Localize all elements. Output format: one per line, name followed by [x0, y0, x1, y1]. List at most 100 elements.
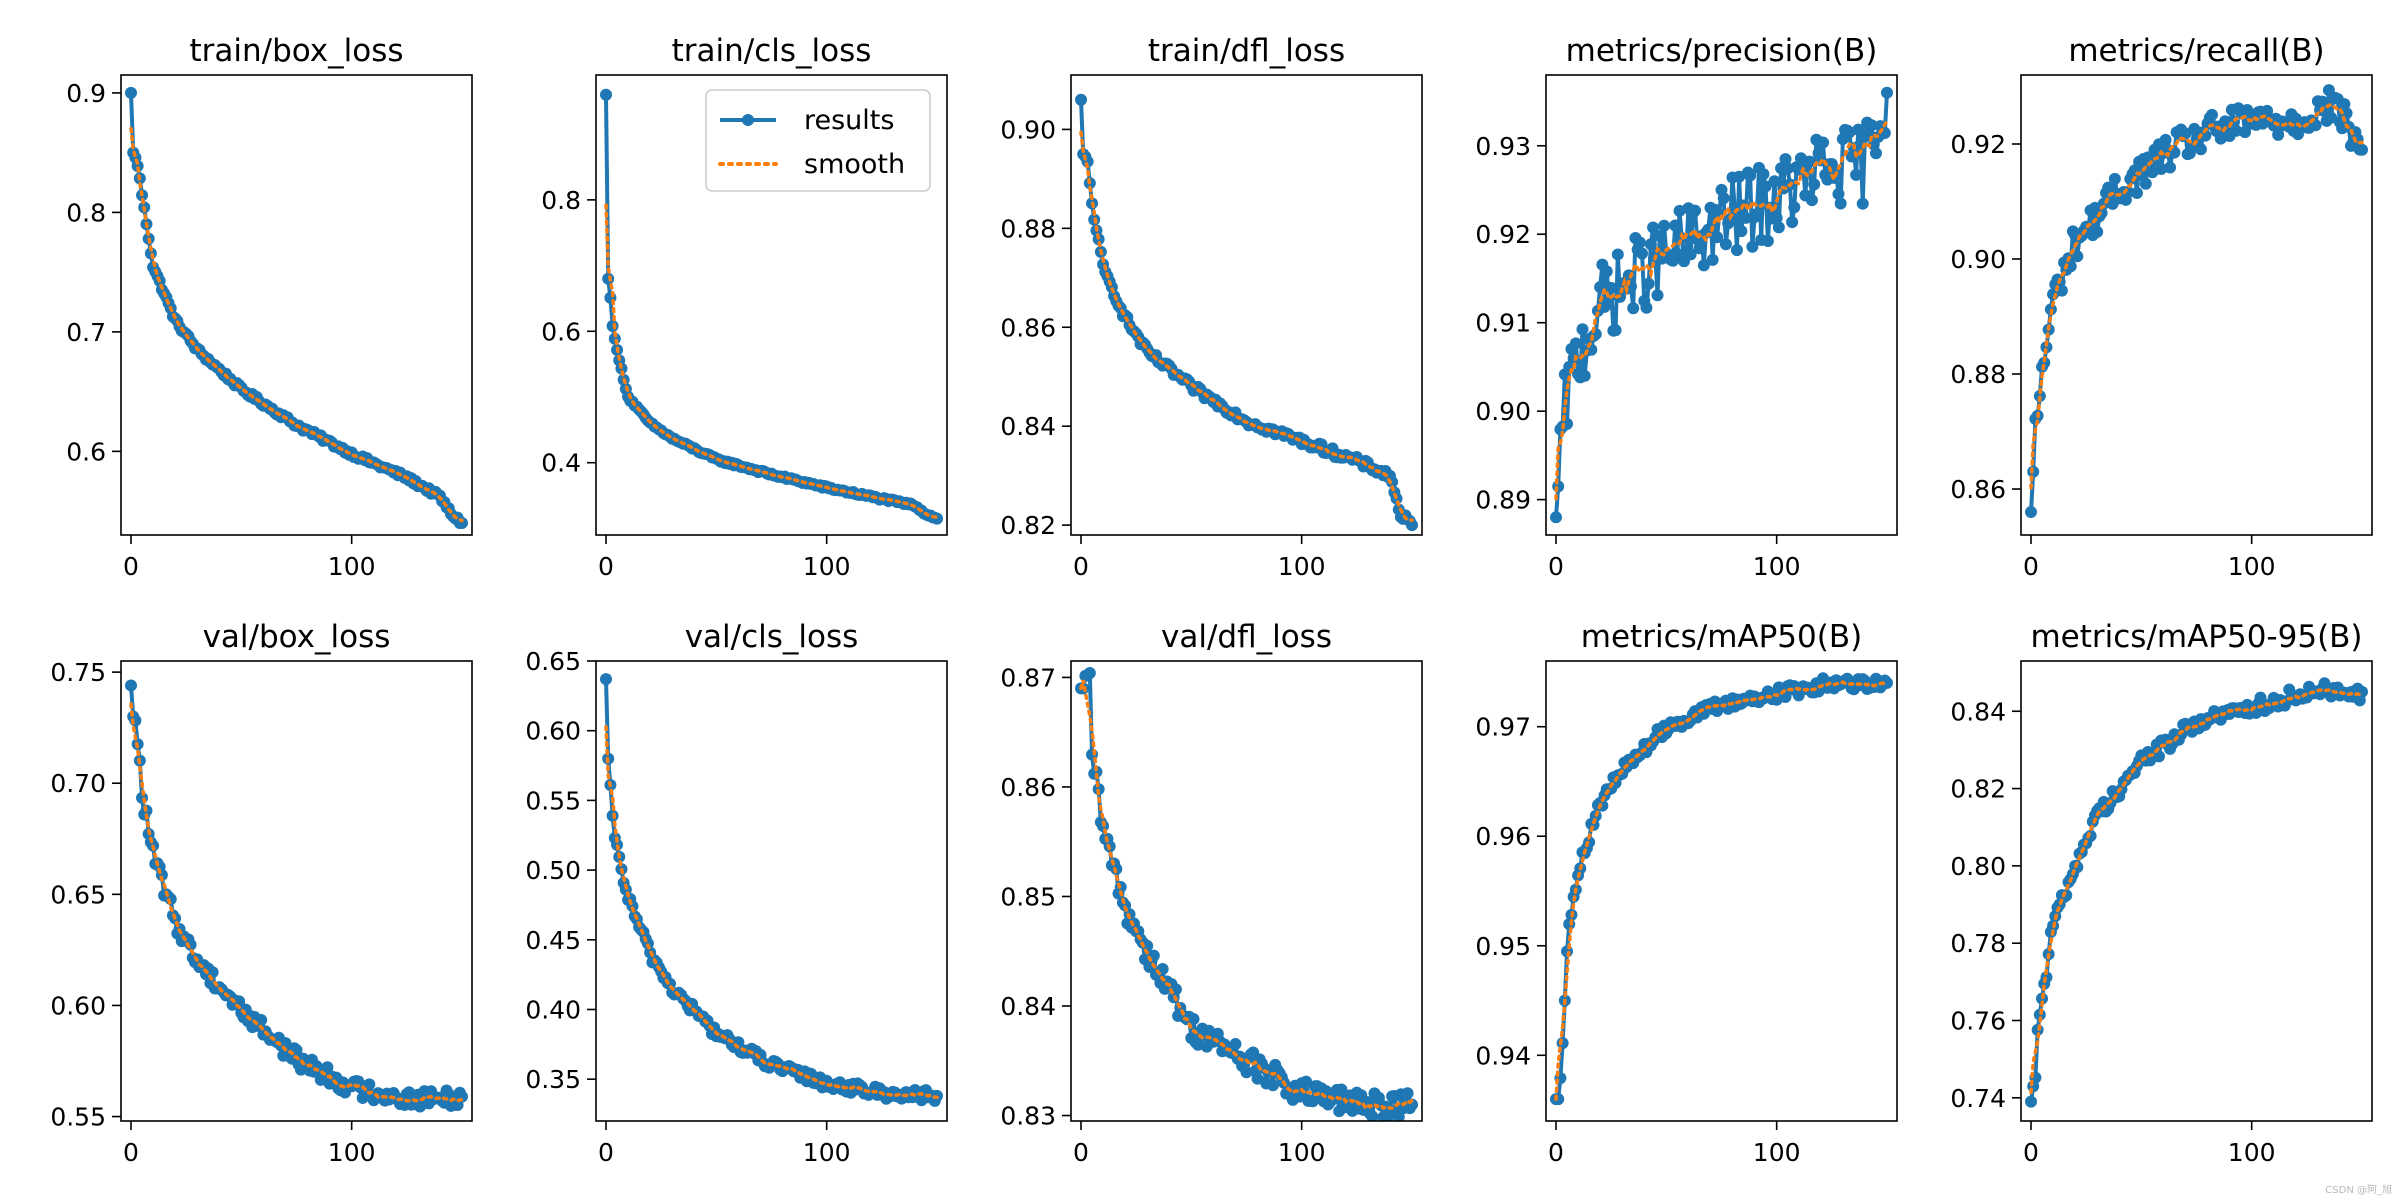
- results-point: [1689, 204, 1702, 217]
- x-tick-label: 0: [2023, 552, 2039, 581]
- results-point: [606, 320, 619, 333]
- results-point: [1735, 225, 1748, 238]
- y-tick-label: 0.82: [1000, 511, 1056, 540]
- results-point: [2155, 163, 2168, 175]
- results-point: [2230, 124, 2243, 137]
- x-tick-label: 100: [1753, 552, 1801, 581]
- smooth-line: [1554, 680, 1889, 1101]
- results-point: [1266, 1079, 1279, 1092]
- results-point: [600, 673, 612, 686]
- plot-area: [125, 679, 468, 1113]
- y-tick-label: 0.86: [1000, 313, 1056, 342]
- smooth-line: [604, 203, 939, 520]
- x-tick-label: 0: [1548, 1138, 1564, 1167]
- results-point: [2108, 172, 2121, 185]
- results-point: [1366, 1110, 1379, 1121]
- results-point: [1576, 323, 1589, 336]
- results-point: [2152, 750, 2165, 763]
- results-point: [1083, 667, 1096, 680]
- results-line: [129, 92, 463, 526]
- results-point: [1141, 939, 1154, 952]
- y-tick-label: 0.78: [1950, 929, 2006, 958]
- y-tick-label: 0.84: [1000, 412, 1056, 441]
- x-tick-label: 100: [803, 1138, 851, 1167]
- subplot-metrics-map50-b: metrics/mAP50(B) 0 100 0.94 0.95 0.96 0.97: [1475, 619, 1898, 1167]
- results-point: [1567, 352, 1580, 365]
- subplot-metrics-precision-b: metrics/precision(B) 0 100 0.89 0.90 0.91 0.92…: [1475, 33, 1898, 581]
- plot-area: [1550, 672, 1893, 1106]
- results-point: [1240, 1066, 1253, 1079]
- plot-area: [1550, 86, 1893, 524]
- results-point: [1609, 324, 1622, 337]
- results-point: [1693, 242, 1706, 255]
- legend-results-label: results: [804, 105, 894, 136]
- y-tick-label: 0.85: [1000, 882, 1056, 911]
- y-tick-label: 0.95: [1475, 932, 1531, 961]
- subplot-title: metrics/mAP50(B): [1581, 619, 1862, 655]
- results-point: [2159, 133, 2172, 146]
- y-tick-label: 0.55: [525, 786, 581, 815]
- subplot-title: val/cls_loss: [685, 619, 859, 655]
- results-point: [1653, 230, 1666, 243]
- results-point: [2338, 98, 2351, 111]
- plot-area: [1075, 93, 1418, 532]
- legend: results smooth: [705, 89, 931, 192]
- y-tick-label: 0.50: [525, 856, 581, 885]
- y-tick-label: 0.40: [525, 995, 581, 1024]
- results-point: [1658, 219, 1671, 232]
- results-point: [1834, 197, 1847, 210]
- y-tick-label: 0.8: [66, 198, 106, 227]
- axes-frame: [1070, 74, 1423, 536]
- plot-area: [2025, 677, 2368, 1108]
- results-point: [1856, 197, 1869, 210]
- x-tick-label: 100: [1753, 1138, 1801, 1167]
- smooth-line: [1554, 119, 1889, 501]
- subplot-val-box-loss: val/box_loss 0 100 0.55 0.60 0.65 0.70 0.75: [50, 619, 473, 1167]
- results-point: [1605, 281, 1618, 294]
- y-tick-label: 0.65: [525, 647, 581, 676]
- subplot-train-box-loss: train/box_loss 0 100 0.6 0.7 0.8 0.9: [66, 33, 473, 581]
- y-tick-label: 0.90: [1950, 245, 2006, 274]
- results-point: [1636, 247, 1649, 260]
- subplot-title: train/dfl_loss: [1148, 33, 1345, 69]
- results-point: [2084, 829, 2097, 842]
- x-tick-label: 100: [2228, 1138, 2276, 1167]
- x-tick-label: 100: [2228, 552, 2276, 581]
- y-tick-label: 0.75: [50, 658, 106, 687]
- subplot-title: metrics/mAP50-95(B): [2030, 619, 2362, 655]
- results-point: [1881, 676, 1893, 689]
- results-point: [1786, 216, 1799, 229]
- results-point: [1706, 253, 1719, 266]
- results-point: [1684, 248, 1697, 261]
- results-line: [604, 679, 939, 1103]
- axes-frame: [595, 74, 948, 536]
- x-tick-label: 0: [1548, 552, 1564, 581]
- plot-area: [1075, 667, 1418, 1121]
- results-point: [1805, 194, 1818, 207]
- plot-area: [600, 673, 943, 1107]
- y-tick-label: 0.94: [1475, 1041, 1531, 1070]
- results-point: [1406, 519, 1418, 532]
- results-point: [1578, 369, 1591, 382]
- results-point: [1697, 259, 1710, 272]
- results-point: [1781, 162, 1794, 175]
- results-point: [600, 88, 612, 101]
- results-point: [1711, 231, 1724, 244]
- x-tick-label: 0: [123, 552, 139, 581]
- axes-frame: [1070, 660, 1423, 1122]
- results-point: [602, 272, 615, 285]
- x-tick-label: 0: [1073, 552, 1089, 581]
- subplot-title: metrics/recall(B): [2068, 33, 2324, 69]
- y-tick-label: 0.88: [1950, 360, 2006, 389]
- x-tick-label: 0: [123, 1138, 139, 1167]
- results-point: [2356, 685, 2368, 698]
- results-line: [2029, 681, 2364, 1102]
- y-tick-label: 0.93: [1475, 132, 1531, 161]
- y-tick-label: 0.90: [1475, 397, 1531, 426]
- results-point: [2309, 119, 2322, 132]
- results-point: [1717, 192, 1730, 205]
- smooth-line: [129, 702, 464, 1103]
- subplot-train-dfl-loss: train/dfl_loss 0 100 0.82 0.84 0.86 0.88 0.90: [1000, 33, 1423, 581]
- y-tick-label: 0.74: [1950, 1084, 2006, 1113]
